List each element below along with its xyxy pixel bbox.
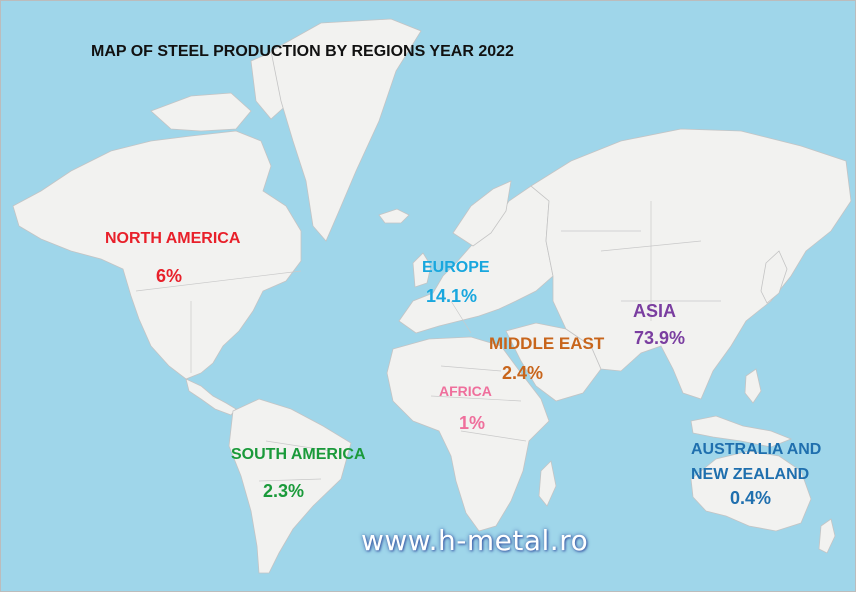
arctic-islands-landmass <box>150 92 252 132</box>
australia-landmass <box>690 450 812 532</box>
europe-value: 14.1% <box>426 286 478 306</box>
north-america-value: 6% <box>156 266 183 286</box>
asia-label: ASIA <box>633 301 677 321</box>
central-america-landmass <box>185 378 237 416</box>
middle-east-landmass <box>505 322 602 402</box>
south-america-label: SOUTH AMERICA <box>231 446 366 463</box>
europe-label: EUROPE <box>422 259 490 276</box>
greenland-landmass <box>270 18 422 242</box>
north-america-label: NORTH AMERICA <box>105 230 241 247</box>
australia-value: 0.4% <box>730 488 772 508</box>
japan-landmass <box>760 250 788 304</box>
scandinavia-landmass <box>452 180 512 247</box>
middle-east-value: 2.4% <box>502 363 544 383</box>
australia-label-line1: AUSTRALIA AND <box>691 441 822 458</box>
africa-value: 1% <box>459 413 486 433</box>
iceland-landmass <box>378 208 410 224</box>
madagascar-landmass <box>538 460 557 507</box>
asia-landmass <box>530 128 852 400</box>
asia-value: 73.9% <box>634 328 686 348</box>
north-america-landmass <box>12 130 302 380</box>
website-watermark: www.h-metal.ro <box>361 524 589 557</box>
map-title: MAP OF STEEL PRODUCTION BY REGIONS YEAR … <box>91 43 514 60</box>
south-america-landmass <box>228 398 352 574</box>
new-zealand-landmass <box>818 518 836 554</box>
middle-east-label: MIDDLE EAST <box>489 334 605 353</box>
south-america-value: 2.3% <box>263 481 305 501</box>
indonesia-landmass <box>690 415 793 448</box>
uk-landmass <box>412 252 432 288</box>
africa-landmass <box>386 336 550 532</box>
australia-label-line2: NEW ZEALAND <box>691 466 810 483</box>
philippines-landmass <box>744 368 762 404</box>
africa-label: AFRICA <box>439 383 492 399</box>
country-borders <box>135 201 721 482</box>
